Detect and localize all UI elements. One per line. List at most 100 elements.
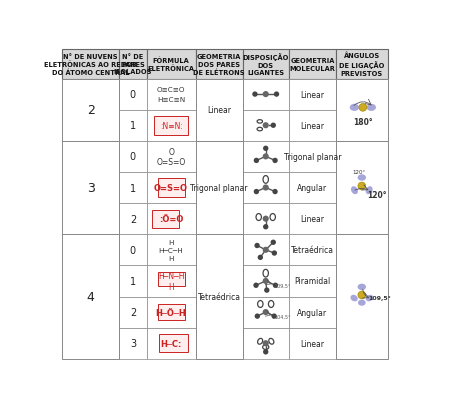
Text: H: H — [168, 282, 174, 291]
Bar — [289, 111, 336, 141]
Bar — [146, 50, 195, 79]
Text: DISPOSIÇÃO
DOS
LIGANTES: DISPOSIÇÃO DOS LIGANTES — [243, 53, 289, 76]
Bar — [336, 79, 388, 141]
Text: 1: 1 — [130, 276, 136, 286]
Circle shape — [272, 251, 277, 256]
Circle shape — [271, 240, 276, 245]
Text: Tetraédrica: Tetraédrica — [198, 292, 240, 301]
Circle shape — [271, 123, 276, 129]
Text: 3: 3 — [87, 181, 94, 194]
Circle shape — [255, 243, 260, 249]
Bar — [336, 234, 388, 359]
Circle shape — [258, 255, 263, 260]
Text: Trigonal planar: Trigonal planar — [283, 153, 341, 162]
Text: 0: 0 — [130, 90, 136, 100]
Text: 2: 2 — [87, 104, 94, 117]
Bar — [243, 204, 289, 234]
Bar — [243, 173, 289, 204]
Text: 120°: 120° — [352, 170, 365, 175]
Circle shape — [263, 92, 269, 98]
Circle shape — [273, 158, 278, 164]
Text: :Ö=O: :Ö=O — [159, 215, 183, 224]
Bar — [119, 266, 146, 297]
Bar — [119, 141, 146, 173]
Circle shape — [273, 190, 278, 195]
Text: :N≡N:: :N≡N: — [160, 122, 182, 130]
Text: H: H — [168, 239, 174, 245]
Text: 3: 3 — [130, 339, 136, 348]
Text: 4: 4 — [87, 290, 94, 303]
Text: O=S=O: O=S=O — [156, 158, 186, 166]
Text: H─C─H: H─C─H — [159, 247, 183, 253]
Bar — [336, 141, 388, 234]
Bar — [243, 50, 289, 79]
Text: 2: 2 — [130, 214, 136, 224]
Text: 2: 2 — [130, 307, 136, 317]
Bar — [119, 297, 146, 328]
Bar — [146, 266, 195, 297]
Ellipse shape — [366, 295, 373, 302]
Circle shape — [273, 283, 278, 288]
Bar — [159, 335, 188, 352]
Text: H≡C≡N: H≡C≡N — [157, 97, 185, 103]
Bar — [62, 50, 119, 79]
Bar — [146, 173, 195, 204]
Ellipse shape — [350, 104, 359, 112]
Text: H─Ö─H: H─Ö─H — [156, 308, 186, 317]
Bar — [146, 297, 195, 328]
Bar — [289, 234, 336, 266]
Text: N° DE NUVENS
ELETRÔNICAS AO REDOR
DO ÁTOMO CENTRAL: N° DE NUVENS ELETRÔNICAS AO REDOR DO ÁTO… — [44, 53, 137, 76]
Bar — [243, 328, 289, 359]
Circle shape — [263, 309, 269, 315]
Bar — [152, 210, 179, 228]
Circle shape — [358, 183, 365, 190]
Bar — [62, 79, 119, 141]
Circle shape — [254, 190, 259, 195]
Circle shape — [252, 92, 258, 98]
Bar — [289, 266, 336, 297]
Text: Angular: Angular — [297, 183, 328, 192]
Bar — [146, 79, 195, 111]
Bar — [289, 50, 336, 79]
Bar — [119, 50, 146, 79]
Text: O: O — [168, 147, 174, 156]
Bar — [243, 141, 289, 173]
Circle shape — [263, 185, 269, 191]
Circle shape — [263, 123, 269, 129]
Bar — [62, 234, 119, 359]
Text: Angular: Angular — [297, 308, 328, 317]
Text: H─C̈:: H─C̈: — [160, 339, 182, 348]
Bar — [289, 204, 336, 234]
Bar — [158, 273, 184, 287]
Bar — [119, 173, 146, 204]
Bar — [243, 79, 289, 111]
Ellipse shape — [365, 187, 373, 195]
Text: 0: 0 — [130, 245, 136, 255]
Bar — [336, 50, 388, 79]
Bar — [289, 173, 336, 204]
Text: H─N─H: H─N─H — [158, 272, 184, 281]
Text: FÓRMULA
ELETRÔNICA: FÓRMULA ELETRÔNICA — [147, 58, 195, 72]
Text: O≡C≡O: O≡C≡O — [157, 87, 185, 93]
Text: GEOMETRIA
MOLECULAR: GEOMETRIA MOLECULAR — [290, 58, 335, 71]
Circle shape — [272, 313, 277, 319]
Circle shape — [358, 292, 365, 299]
Text: 109,5°: 109,5° — [368, 295, 391, 300]
Bar — [243, 111, 289, 141]
Bar — [195, 234, 243, 359]
Text: GEOMETRIA
DOS PARES
DE ELÉTRONS: GEOMETRIA DOS PARES DE ELÉTRONS — [193, 54, 245, 75]
Bar — [146, 204, 195, 234]
Circle shape — [359, 104, 367, 112]
Circle shape — [255, 313, 260, 319]
Text: Linear: Linear — [301, 90, 324, 99]
Text: Linear: Linear — [207, 106, 231, 115]
Text: Linear: Linear — [301, 122, 324, 130]
Circle shape — [263, 154, 269, 160]
Bar — [158, 305, 184, 320]
Circle shape — [263, 216, 269, 222]
Text: 104,5°: 104,5° — [275, 314, 292, 319]
Ellipse shape — [367, 104, 376, 112]
Bar — [195, 141, 243, 234]
Bar — [289, 79, 336, 111]
Text: ÂNGULOS
DE LIGAÇÃO
PREVISTOS: ÂNGULOS DE LIGAÇÃO PREVISTOS — [339, 53, 384, 77]
